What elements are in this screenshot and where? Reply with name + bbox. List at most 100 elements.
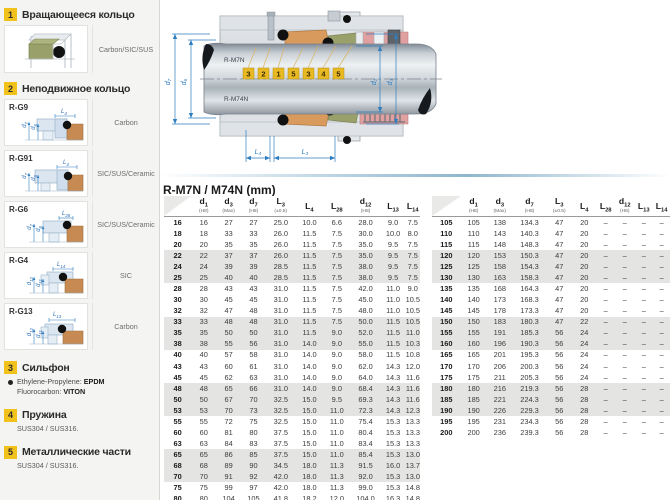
table-cell-value: – [653,261,670,273]
table-row[interactable]: 175 175 211 205.3 56 24 – – – – [432,372,670,383]
table-row[interactable]: 65 65 86 85 37.5 15.0 11.0 85.4 15.3 13.0 [164,449,420,461]
table-row[interactable]: 50 50 67 70 32.5 15.0 9.5 69.3 14.3 11.6 [164,393,420,405]
table-row[interactable]: 105 105 138 134.3 47 20 – – – – [432,216,670,228]
table-cell-value: – [622,306,627,316]
table-cell-value: 55.0 [350,338,381,350]
table-cell-value: 180 [460,382,487,394]
table-cell-value: 56 [546,393,573,405]
rg9-svg [25,114,84,141]
table-cell-value: – [603,350,608,360]
table-row[interactable]: 22 22 37 37 26.0 11.5 7.5 35.0 9.5 7.5 [164,250,420,262]
table-cell-value: 10.0 [302,217,317,227]
table-row[interactable]: 185 185 221 224.3 56 28– – – – [432,393,670,405]
table-cell-value: 47 [546,316,573,328]
table-row[interactable]: 60 60 81 80 37.5 15.0 11.0 80.4 15.3 13.3 [164,427,420,438]
table-cell-value: 37.5 [273,438,288,448]
table-row[interactable]: 38 38 55 56 31.0 14.0 9.0 55.0 11.5 10.3 [164,338,420,350]
table-row[interactable]: 40 40 57 58 31.0 14.0 9.0 58.0 11.5 10.8 [164,350,420,361]
table-cell-value: 7.5 [331,239,342,249]
table-cell-value: 138 [493,217,506,227]
table-row[interactable]: 170 170 206 200.3 56 24 – – – – [432,361,670,372]
table-row[interactable]: 140 140 173 168.3 47 20 – – – – [432,294,670,305]
table-row[interactable]: 28 28 43 43 31.0 11.5 7.5 42.0 11.0 9.0 [164,283,420,294]
table-row[interactable]: 155 155 191 185.3 56 24– – – – [432,327,670,339]
table-cell-value: 45.0 [358,295,373,305]
table-row[interactable]: 125 125 158 154.3 47 20– – – – [432,261,670,273]
table-cell-value: 11.3 [323,471,351,483]
table-row[interactable]: 75 75 99 97 42.0 18.0 11.3 99.0 15.3 14.8 [164,482,420,493]
table-cell-value: – [659,284,664,294]
table-cell-value: 134.3 [520,217,539,227]
table-cell-value: 140 [467,295,480,305]
table-row[interactable]: 35 35 50 50 31.0 11.5 9.0 52.0 11.5 11.0 [164,327,420,339]
table-row[interactable]: 135 135 168 164.3 47 20 – – – – [432,283,670,294]
table-row[interactable]: 68 68 89 90 34.5 18.0 11.3 91.5 16.0 13.7 [164,460,420,472]
table-cell-value: 70 [216,405,242,417]
table-col-header-L3: L3 (±0.5) [265,196,296,217]
table-row[interactable]: 195 195 231 234.3 56 28 – – – – [432,416,670,427]
table-row[interactable]: 190 190 226 229.3 56 28– – – – [432,405,670,417]
table-cell-value: 9.0 [323,382,351,394]
table-cell-value: 92.0 [350,471,381,483]
table-row[interactable]: 24 24 39 39 28.5 11.5 7.5 38.0 9.5 7.5 [164,261,420,273]
table-row[interactable]: 63 63 84 83 37.5 15.0 11.0 83.4 15.3 13.3 [164,438,420,449]
table-row[interactable]: 180 180 216 219.3 56 28– – – – [432,382,670,394]
table-row[interactable]: 43 43 60 61 31.0 14.0 9.0 62.0 14.3 12.0 [164,361,420,372]
table-col-header-d3: d3 (Max) [216,196,242,217]
table-cell-value: – [659,217,664,227]
table-row[interactable]: 200 200 236 239.3 56 28 – – – – [432,427,670,438]
table-row[interactable]: 25 25 40 40 28.5 11.5 7.5 38.0 9.5 7.5 [164,272,420,284]
table-title: R-M7N / M74N (mm) [163,183,276,197]
table-cell-value: 42.0 [265,471,296,483]
table-row[interactable]: 145 145 178 173.3 47 20 – – – – [432,305,670,316]
table-row[interactable]: 150 150 183 180.3 47 22– – – – [432,316,670,328]
table-row[interactable]: 120 120 153 150.3 47 20– – – – [432,250,670,262]
table-cell-value: – [659,239,664,249]
table-cell-value: 14.3 [380,405,406,417]
table-row[interactable]: 33 33 48 48 31.0 11.5 7.5 50.0 11.5 10.5 [164,316,420,328]
table-cell-value: 56 [555,361,564,371]
table-row[interactable]: 32 32 47 48 31.0 11.5 7.5 48.0 11.0 10.5 [164,305,420,316]
table-cell-value: – [603,306,608,316]
table-col-header-d3: d3 (Max) [486,196,513,217]
table-cell-value: 70 [191,471,217,483]
table-cell-value: 62.0 [358,361,373,371]
table-cell-value: 15.3 [385,438,401,448]
table-row[interactable]: 160 160 196 190.3 56 24– – – – [432,338,670,350]
table-cell-size: 38 [164,338,192,350]
table-cell-value: 219.3 [512,382,547,394]
dimension-label-d11: d11 [36,279,44,287]
table-row[interactable]: 130 130 163 158.3 47 20– – – – [432,272,670,284]
dimension-d7 [172,33,210,125]
seal-diagram-svg: R-M7N R-M74N 3 2 1 5 3 4 5 [165,10,442,162]
table-cell-value: 14.0 [302,372,317,382]
table-row[interactable]: 80 80 104 105 41.8 18.2 12.0 104.0 16.3 14.8 [164,494,420,500]
table-row[interactable]: 45 45 62 63 31.0 14.0 9.0 64.0 14.3 11.6 [164,372,420,383]
table-row[interactable]: 18 18 33 33 26.0 11.5 7.5 30.0 10.0 8.0 [164,228,420,239]
table-row[interactable]: 115 115 148 148.3 47 20 – – – – [432,239,670,250]
table-cell-value: 32.5 [273,416,288,426]
table-cell-value: 191 [486,327,513,339]
table-cell-value: 40 [199,350,208,360]
table-row[interactable]: 48 48 65 66 31.0 14.0 9.0 68.4 14.3 11.6 [164,382,420,394]
table-cell-value: 226 [486,405,513,417]
table-row[interactable]: 70 70 91 92 42.0 18.0 11.3 92.0 15.3 13.0 [164,471,420,483]
table-cell-value: – [596,261,616,273]
table-cell-value: 47 [555,239,564,249]
table-cell-value: 14.3 [380,393,406,405]
table-row[interactable]: 165 165 201 195.3 56 24 – – – – [432,350,670,361]
table-row[interactable]: 16 16 27 27 25.0 10.0 6.6 28.0 9.0 7.5 [164,216,420,228]
table-row[interactable]: 110 110 143 140.3 47 20 – – – – [432,228,670,239]
table-head: d1 (H8) d3 (Max) d7 (H8) L3 (±0.5) L4 L28 d12 (H8) L… [164,196,420,217]
table-cell-value: 47 [546,261,573,273]
table-cell-value: 42.0 [273,483,288,493]
table-cell-value: – [659,361,664,371]
table-row[interactable]: 30 30 45 45 31.0 11.5 7.5 45.0 11.0 10.5 [164,294,420,305]
table-row[interactable]: 55 55 72 75 32.5 15.0 11.0 75.4 15.3 13.3 [164,416,420,427]
table-row[interactable]: 53 53 70 73 32.5 15.0 11.0 72.3 14.3 12.3 [164,405,420,417]
table-row[interactable]: 20 20 35 35 26.0 11.5 7.5 35.0 9.5 7.5 [164,239,420,250]
ring-code-label: R-G91 [9,154,33,163]
stationary-ring-diagram-icon: R-G9 L4 d7 d6 [4,99,88,146]
section-number-badge: 3 [4,361,17,374]
